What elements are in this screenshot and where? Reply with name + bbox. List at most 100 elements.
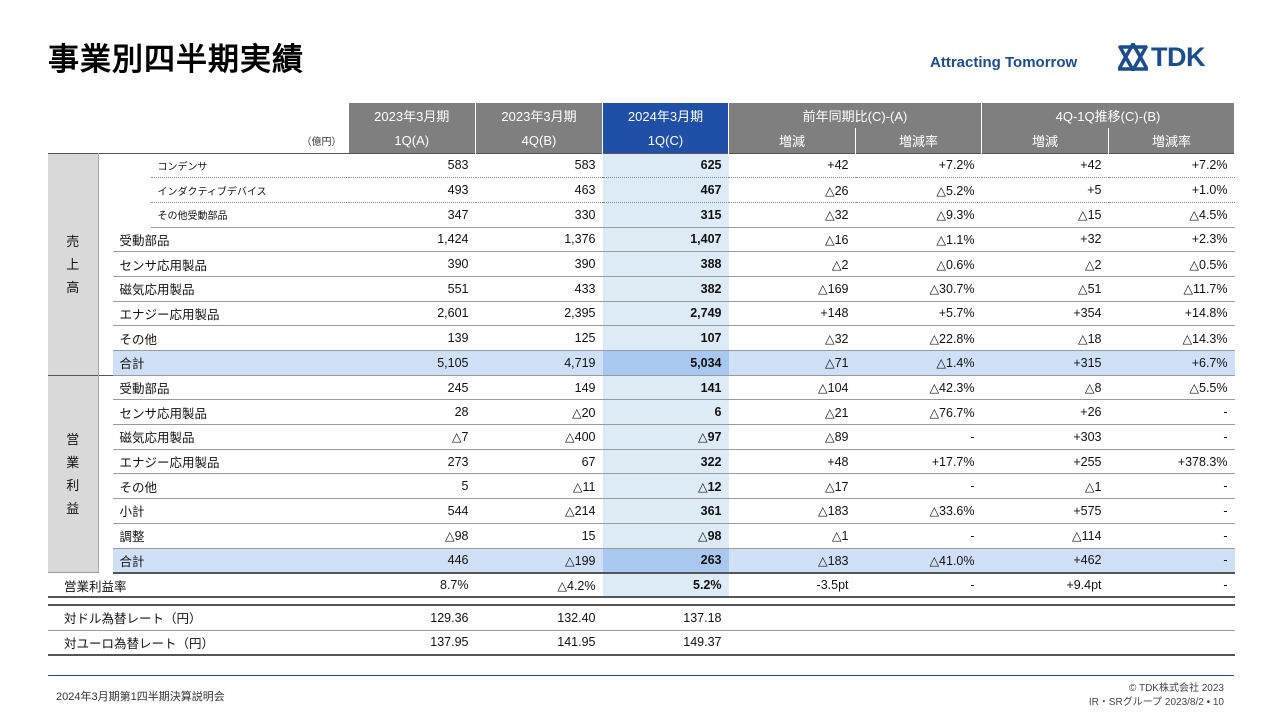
indent-blank <box>98 227 113 252</box>
value-1q-a: 390 <box>348 251 476 277</box>
value-1q-c: 382 <box>602 276 729 302</box>
value-yoy-change: △183 <box>728 548 856 574</box>
value-1q-a: 137.95 <box>348 630 476 656</box>
row-label: センサ応用製品 <box>112 399 349 426</box>
value-yoy-rate: △9.3% <box>855 202 982 228</box>
value-1q-c: △98 <box>602 523 729 549</box>
indent-blank <box>98 276 113 301</box>
performance-table: 2023年3月期 2023年3月期 2024年3月期 前年同期比(C)-(A) 4Q-1… <box>48 103 1235 656</box>
row-label: 磁気応用製品 <box>112 424 349 450</box>
indent-blank <box>98 326 113 351</box>
indent-blank <box>98 499 113 524</box>
value-yoy-rate: +17.7% <box>855 449 982 475</box>
value-yoy-change: △169 <box>728 276 856 302</box>
table-row: センサ応用製品 390 390 388 △2 △0.6% △2 △0.5% <box>48 251 1235 277</box>
value-qoq-rate: - <box>1108 424 1235 450</box>
header-qoq-change: 増減 <box>981 128 1109 153</box>
table-row: エナジー応用製品 273 67 322 +48 +17.7% +255 +378.3% <box>48 449 1235 475</box>
value-1q-c: 467 <box>602 177 729 203</box>
value-1q-a: 5,105 <box>348 350 476 376</box>
value-qoq-rate: - <box>1108 399 1235 426</box>
value-yoy-rate: - <box>855 473 982 500</box>
value-qoq-change: △51 <box>981 276 1109 302</box>
value-qoq-rate: - <box>1108 473 1235 500</box>
row-label: 小計 <box>112 498 349 524</box>
tdk-logo-icon <box>1118 43 1148 71</box>
value-4q-b: 15 <box>475 523 603 549</box>
indent-blank <box>98 523 113 548</box>
row-label: エナジー応用製品 <box>112 449 349 475</box>
value-qoq-change: △8 <box>981 374 1109 401</box>
value-qoq-change: △18 <box>981 325 1109 351</box>
value-1q-a: 347 <box>348 202 476 228</box>
header-qoq-rate: 増減率 <box>1108 128 1235 153</box>
indent-blank <box>98 152 151 178</box>
value-1q-c: 5.2% <box>602 572 729 599</box>
header-q-2: 4Q(B) <box>475 128 603 153</box>
value-yoy-rate: △22.8% <box>855 325 982 351</box>
value-1q-a: 551 <box>348 276 476 302</box>
indent-blank <box>98 400 113 425</box>
value-yoy-change: △32 <box>728 202 856 228</box>
value-qoq-change: +26 <box>981 399 1109 426</box>
value-yoy-rate: △76.7% <box>855 399 982 426</box>
header-q-1: 1Q(A) <box>348 128 476 153</box>
footer-dept: IR・SRグループ 2023/8/2 • 10 <box>1088 697 1224 708</box>
value-1q-a: 446 <box>348 548 476 574</box>
sales-section-text: 売上高 <box>66 233 80 295</box>
page-title: 事業別四半期実績 <box>48 42 304 78</box>
value-4q-b: 330 <box>475 202 603 228</box>
value-1q-c: 322 <box>602 449 729 475</box>
value-4q-b: △214 <box>475 498 603 524</box>
table-row: （億円） 1Q(A) 4Q(B) 1Q(C) 増減 増減率 増減 増減率 <box>48 128 1235 153</box>
value-1q-a: 8.7% <box>348 572 476 599</box>
value-1q-c: 315 <box>602 202 729 228</box>
indent-blank <box>98 301 113 326</box>
indent-blank <box>98 252 113 277</box>
row-label: 受動部品 <box>112 227 349 253</box>
header-q-3: 1Q(C) <box>602 128 729 153</box>
value-1q-c: 2,749 <box>602 301 729 327</box>
table-row: センサ応用製品 28 △20 6 △21 △76.7% +26- <box>48 399 1235 426</box>
blank-cell <box>728 630 1235 656</box>
value-yoy-change: △32 <box>728 325 856 351</box>
value-yoy-rate: +5.7% <box>855 301 982 327</box>
value-1q-c: 6 <box>602 399 729 426</box>
value-4q-b: 583 <box>475 152 603 179</box>
value-qoq-change: △114 <box>981 523 1109 549</box>
row-label: 対ドル為替レート（円） <box>48 605 349 631</box>
value-yoy-change: △71 <box>728 350 856 376</box>
table-row: その他 139 125 107 △32 △22.8% △18 △14.3% <box>48 325 1235 351</box>
value-4q-b: 390 <box>475 251 603 277</box>
value-yoy-rate: +7.2% <box>855 152 982 179</box>
value-4q-b: 1,376 <box>475 227 603 253</box>
value-yoy-change: △16 <box>728 227 856 253</box>
value-yoy-change: △183 <box>728 498 856 524</box>
value-qoq-change: △1 <box>981 473 1109 500</box>
value-yoy-change: +148 <box>728 301 856 327</box>
value-qoq-change: +315 <box>981 350 1109 376</box>
value-qoq-change: +575 <box>981 498 1109 524</box>
header-period-2: 2023年3月期 <box>475 103 603 128</box>
value-1q-c: 141 <box>602 374 729 401</box>
value-1q-a: 273 <box>348 449 476 475</box>
value-qoq-rate: +1.0% <box>1108 177 1235 203</box>
table-row: 対ドル為替レート（円） 129.36 132.40 137.18 <box>48 605 1235 631</box>
table-row: 2023年3月期 2023年3月期 2024年3月期 前年同期比(C)-(A) 4Q-1… <box>48 103 1235 128</box>
value-yoy-rate: - <box>855 572 982 599</box>
value-1q-a: 1,424 <box>348 227 476 253</box>
value-1q-a: 245 <box>348 374 476 401</box>
table-row: 営業利益率 8.7% △4.2% 5.2% -3.5pt - +9.4pt - <box>48 572 1235 599</box>
value-yoy-rate: - <box>855 523 982 549</box>
value-4q-b: 67 <box>475 449 603 475</box>
value-4q-b: △199 <box>475 548 603 574</box>
table-row: 磁気応用製品 551 433 382 △169 △30.7% △51 △11.7% <box>48 276 1235 302</box>
value-yoy-change: △89 <box>728 424 856 450</box>
row-label: 調整 <box>112 523 349 549</box>
value-yoy-change: △21 <box>728 399 856 426</box>
value-yoy-change: △26 <box>728 177 856 203</box>
value-1q-c: △97 <box>602 424 729 450</box>
value-qoq-rate: △4.5% <box>1108 202 1235 228</box>
value-qoq-change: +462 <box>981 548 1109 574</box>
value-4q-b: 433 <box>475 276 603 302</box>
